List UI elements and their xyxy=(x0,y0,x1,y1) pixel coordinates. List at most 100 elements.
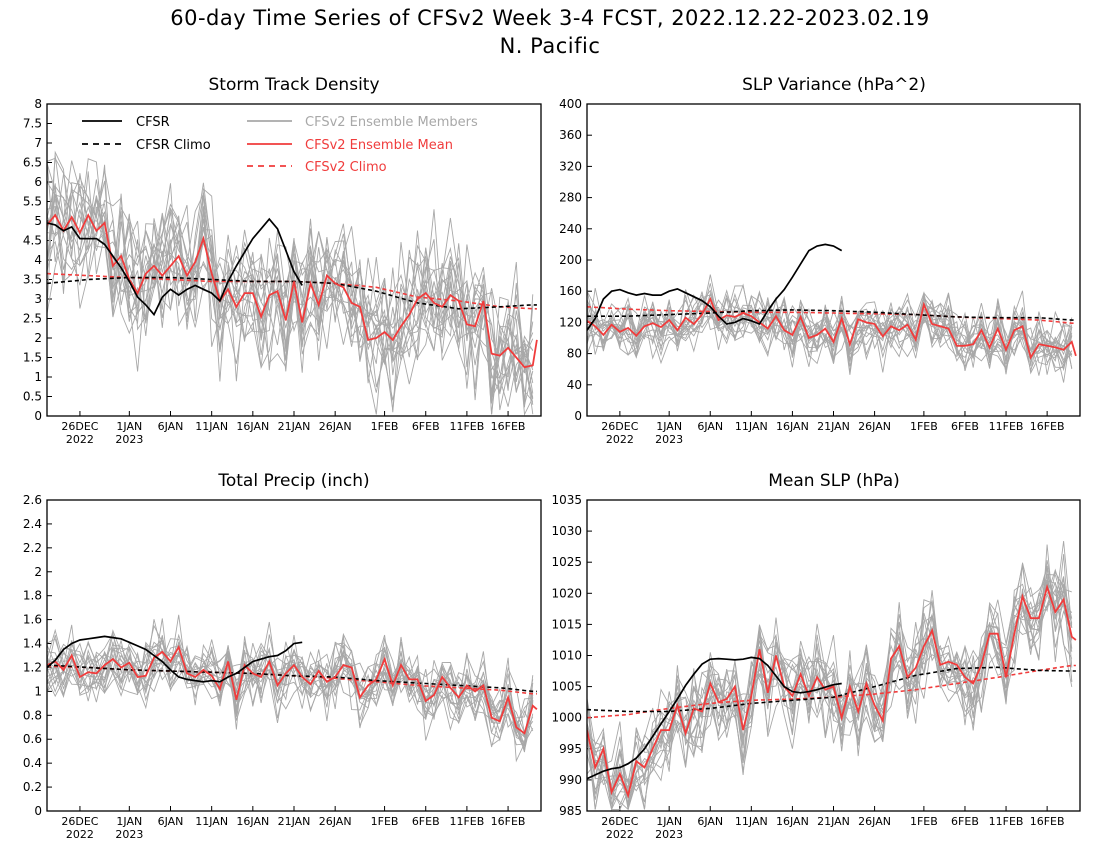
plot-area xyxy=(47,150,538,416)
y-tick-label: 990 xyxy=(559,773,582,787)
ensemble-member-line xyxy=(587,294,1073,375)
x-tick-label: 21JAN xyxy=(817,815,850,828)
ensemble-member-line xyxy=(47,618,534,746)
chart-panel-3: Total Precip (inch) 0 0.2 0.4 0.6 0.8 1 1.2 1.4 1… xyxy=(23,471,542,841)
x-tick-label: 11JAN xyxy=(735,815,768,828)
x-tick-label: 6FEB xyxy=(412,815,440,828)
ensemble-member-line xyxy=(47,170,534,415)
ensemble-mean-line xyxy=(47,213,538,369)
y-tick-label: 320 xyxy=(559,159,582,173)
x-tick-label: 1FEB xyxy=(371,815,399,828)
x-tick-year: 2023 xyxy=(655,433,683,446)
y-tick-label: 985 xyxy=(559,804,582,818)
cfsr-line xyxy=(47,217,303,317)
legend-climo-label: CFSv2 Climo xyxy=(305,160,387,175)
y-tick-label: 0.4 xyxy=(23,756,42,770)
y-tick-label: 1005 xyxy=(551,680,582,694)
x-tick-label: 26JAN xyxy=(319,420,352,433)
x-tick-label: 6FEB xyxy=(951,420,979,433)
plot-area xyxy=(587,243,1077,383)
ensemble-member-line xyxy=(587,274,1073,373)
y-tick-label: 360 xyxy=(559,128,582,142)
y-tick-label: 1.8 xyxy=(23,589,42,603)
cfsr-climo-line xyxy=(587,666,1076,713)
x-tick-label: 16FEB xyxy=(491,815,526,828)
legend-mean-label: CFSv2 Ensemble Mean xyxy=(305,138,453,153)
y-tick-label: 2.2 xyxy=(23,541,42,555)
x-tick-label: 16JAN xyxy=(776,420,809,433)
x-tick-year: 2023 xyxy=(655,828,683,841)
legend: CFSR CFSR Climo CFSv2 Ensemble Members CFSv… xyxy=(82,115,478,175)
x-tick-label: 6JAN xyxy=(158,815,184,828)
x-tick-label: 16FEB xyxy=(1030,815,1065,828)
x-tick-label: 1JAN xyxy=(656,815,682,828)
y-tick-label: 1015 xyxy=(551,617,582,631)
x-tick-label: 26JAN xyxy=(858,420,891,433)
x-tick-label: 16JAN xyxy=(776,815,809,828)
y-tick-label: 6 xyxy=(34,175,42,189)
x-tick-label: 11FEB xyxy=(449,420,484,433)
y-tick-label: 1.4 xyxy=(23,637,42,651)
x-tick-label: 1JAN xyxy=(656,420,682,433)
x-tick-label: 1JAN xyxy=(116,420,142,433)
ensemble-member-line xyxy=(587,540,1073,810)
ensemble-member-line xyxy=(587,283,1073,370)
ensemble-member-line xyxy=(47,638,534,747)
y-tick-label: 2.4 xyxy=(23,517,42,531)
panel-title: Total Precip (inch) xyxy=(217,471,369,491)
x-tick-year: 2022 xyxy=(66,433,94,446)
y-tick-label: 280 xyxy=(559,191,582,205)
panel-title: Storm Track Density xyxy=(208,75,379,95)
x-tick-label: 1FEB xyxy=(910,420,938,433)
cfsr-climo-line xyxy=(47,276,537,310)
x-tick-label: 21JAN xyxy=(278,420,311,433)
legend-cfsr-label: CFSR xyxy=(136,115,170,130)
panel-title: SLP Variance (hPa^2) xyxy=(742,75,926,95)
x-tick-label: 26JAN xyxy=(319,815,352,828)
x-tick-label: 11FEB xyxy=(449,815,484,828)
cfsr-line xyxy=(587,656,842,780)
y-tick-label: 5.5 xyxy=(23,195,42,209)
chart-panel-1: Storm Track Density 0 0.5 1 1.5 2 2.5 3 3.5 4 4.5 5… xyxy=(23,75,542,446)
y-tick-label: 120 xyxy=(559,315,582,329)
y-tick-label: 160 xyxy=(559,284,582,298)
x-tick-label: 11JAN xyxy=(195,420,228,433)
y-tick-label: 1.2 xyxy=(23,660,42,674)
y-tick-label: 1030 xyxy=(551,524,582,538)
x-tick-label: 11FEB xyxy=(989,815,1024,828)
x-tick-label: 1FEB xyxy=(910,815,938,828)
ensemble-member-line xyxy=(587,290,1073,375)
x-tick-label: 26JAN xyxy=(858,815,891,828)
y-tick-label: 4 xyxy=(34,253,42,267)
x-tick-label: 16JAN xyxy=(236,815,269,828)
legend-members-label: CFSv2 Ensemble Members xyxy=(305,115,478,130)
chart-panel-4: Mean SLP (hPa) 985 990 995 1000 1005 1010 1015 1… xyxy=(551,471,1081,841)
y-tick-label: 5 xyxy=(34,214,42,228)
y-tick-label: 0.5 xyxy=(23,390,42,404)
x-tick-label: 26DEC xyxy=(61,420,98,433)
y-tick-label: 1020 xyxy=(551,586,582,600)
cfsr-line xyxy=(587,243,843,331)
y-tick-label: 1.6 xyxy=(23,613,42,627)
ensemble-member-line xyxy=(47,196,534,415)
y-tick-label: 1035 xyxy=(551,493,582,507)
x-tick-label: 6FEB xyxy=(951,815,979,828)
y-tick-label: 200 xyxy=(559,253,582,267)
figure-title: 60-day Time Series of CFSv2 Week 3-4 FCS… xyxy=(170,6,930,30)
ensemble-member-line xyxy=(47,184,534,401)
y-tick-label: 4.5 xyxy=(23,234,42,248)
ensemble-member-line xyxy=(47,621,534,763)
y-tick-label: 3 xyxy=(34,292,42,306)
ensemble-member-line xyxy=(587,587,1073,807)
x-tick-label: 11JAN xyxy=(195,815,228,828)
y-tick-label: 3.5 xyxy=(23,273,42,287)
y-tick-label: 1 xyxy=(34,370,42,384)
ensemble-member-line xyxy=(47,173,534,415)
ensemble-member-line xyxy=(587,554,1073,810)
ensemble-member-line xyxy=(47,160,534,411)
x-tick-label: 16FEB xyxy=(491,420,526,433)
ensemble-mean-line xyxy=(587,296,1077,360)
x-tick-label: 26DEC xyxy=(601,420,638,433)
plot-frame xyxy=(586,499,1081,812)
plot-area xyxy=(587,540,1077,811)
